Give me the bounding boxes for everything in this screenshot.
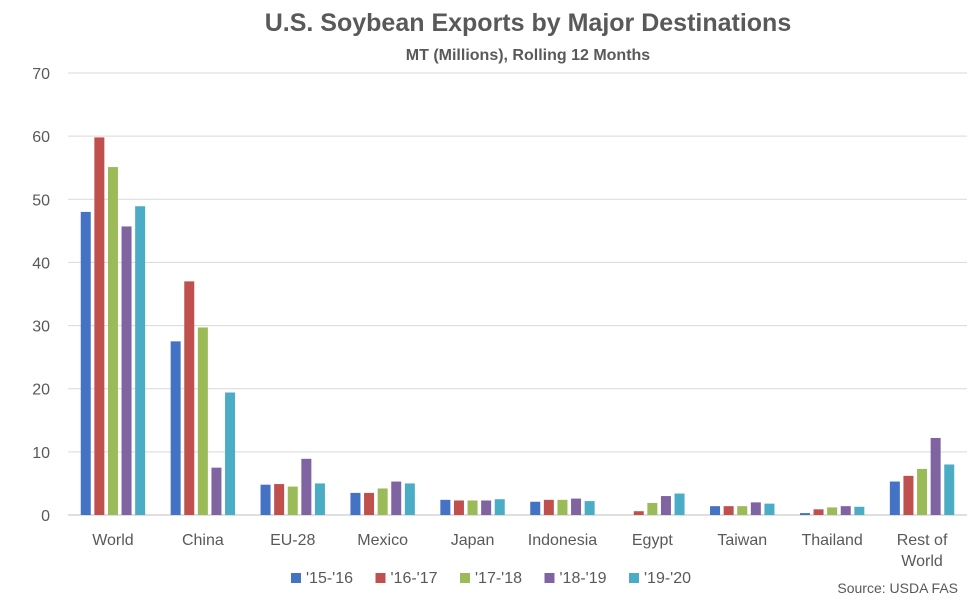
bar	[135, 206, 146, 515]
bar	[917, 468, 928, 515]
source-note: Source: USDA FAS	[837, 580, 958, 596]
bar	[930, 437, 941, 515]
gridlines	[68, 72, 967, 516]
x-tick-label: Japan	[451, 532, 495, 549]
bar	[889, 481, 900, 515]
bar	[571, 498, 582, 515]
bar	[750, 502, 761, 515]
bar	[404, 483, 415, 515]
bars	[80, 137, 955, 516]
legend-label: '18-'19	[560, 570, 607, 587]
y-tick-label: 20	[32, 382, 50, 399]
bar	[710, 506, 721, 515]
bar	[494, 499, 505, 515]
bar	[481, 500, 492, 515]
bar	[467, 500, 478, 515]
bar	[543, 499, 554, 515]
bar	[723, 506, 734, 515]
bar	[94, 137, 105, 516]
bar	[840, 506, 851, 515]
bar	[584, 501, 595, 515]
y-tick-label: 50	[32, 192, 50, 209]
x-tick-label: Thailand	[801, 532, 862, 549]
bar	[314, 483, 325, 515]
bar	[121, 226, 132, 516]
legend: '15-'16 '16-'17 '17-'18 '18-'19 '19-'20	[291, 570, 691, 587]
x-tick-label: China	[182, 532, 224, 549]
bar	[211, 467, 222, 515]
bar	[813, 509, 824, 515]
x-tick-label: Indonesia	[528, 532, 597, 549]
legend-label: '15-'16	[306, 570, 353, 587]
bar	[377, 488, 388, 515]
bar	[557, 499, 568, 515]
legend-swatch	[544, 573, 555, 583]
x-axis-labels: World China EU-28 Mexico Japan Indonesia Egypt…	[92, 532, 948, 570]
legend-label: '19-'20	[644, 570, 691, 587]
bar	[530, 501, 541, 515]
bar	[260, 484, 271, 515]
y-tick-label: 40	[32, 255, 50, 272]
y-tick-label: 60	[32, 129, 50, 146]
bar	[944, 464, 955, 515]
y-tick-label: 70	[32, 66, 50, 83]
bar	[440, 499, 451, 515]
bar	[350, 492, 361, 515]
legend-swatch	[629, 573, 639, 583]
y-tick-label: 10	[32, 445, 50, 462]
legend-swatch	[291, 573, 301, 583]
chart-title: U.S. Soybean Exports by Major Destinatio…	[265, 9, 792, 37]
bar	[737, 506, 748, 515]
bar	[854, 506, 865, 515]
bar	[391, 481, 402, 515]
bar	[287, 486, 298, 515]
bar	[184, 281, 195, 515]
y-axis-ticks: 0 10 20 30 40 50 60 70	[32, 66, 50, 525]
bar	[364, 492, 375, 515]
x-tick-label: Taiwan	[717, 532, 767, 549]
bar	[197, 327, 208, 515]
y-tick-label: 0	[41, 508, 50, 525]
legend-label: '17-'18	[475, 570, 522, 587]
legend-swatch	[460, 573, 470, 583]
x-tick-label: Mexico	[357, 532, 408, 549]
bar	[633, 511, 644, 515]
bar	[660, 496, 671, 515]
y-tick-label: 30	[32, 319, 50, 336]
x-tick-label: Egypt	[632, 532, 673, 549]
bar	[647, 503, 658, 515]
bar	[799, 513, 810, 515]
bar	[80, 211, 91, 515]
legend-label: '16-'17	[391, 570, 438, 587]
chart-subtitle: MT (Millions), Rolling 12 Months	[406, 47, 651, 64]
bar	[107, 167, 118, 515]
x-tick-label: Rest of World	[897, 532, 948, 570]
bar	[274, 484, 285, 515]
bar	[225, 392, 236, 515]
bar	[764, 503, 775, 515]
bar	[674, 493, 685, 515]
bar	[827, 507, 838, 515]
bar	[301, 458, 312, 515]
x-tick-label: EU-28	[270, 532, 315, 549]
bar	[170, 341, 181, 515]
bar	[453, 500, 464, 515]
x-tick-label: World	[92, 532, 134, 549]
bar	[903, 475, 914, 515]
legend-swatch	[375, 573, 386, 583]
